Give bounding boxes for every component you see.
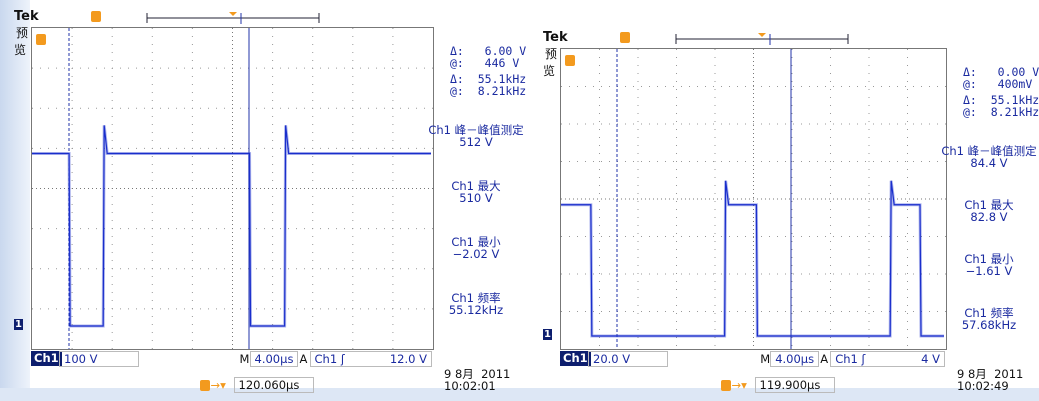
date: 9 8月 2011 bbox=[957, 367, 1024, 381]
volts-per-div[interactable]: 20.0 V bbox=[588, 351, 668, 367]
rising-edge-icon: ʃ bbox=[861, 352, 866, 366]
measurement: Ch1 峰－峰值测定 84.4 V bbox=[941, 144, 1037, 170]
cursor-freq-readout: Δ: 55.1kHz @: 8.21kHz bbox=[450, 72, 527, 98]
main-timebase-label: M bbox=[239, 352, 250, 366]
trigger-position-marker-icon bbox=[565, 55, 575, 66]
measurement: Ch1 峰－峰值测定 512 V bbox=[428, 123, 524, 149]
graticule bbox=[31, 27, 434, 350]
background-gradient bbox=[0, 0, 30, 401]
measurement: Ch1 最大 510 V bbox=[451, 179, 501, 205]
volts-per-div[interactable]: 100 V bbox=[59, 351, 139, 367]
arrow-icon: →▾ bbox=[210, 378, 226, 392]
arrow-icon: →▾ bbox=[731, 378, 747, 392]
measurement: Ch1 最大 82.8 V bbox=[964, 198, 1014, 224]
measurement: Ch1 最小 −1.61 V bbox=[964, 252, 1014, 278]
trigger-a-label: A bbox=[299, 352, 308, 366]
cursor-readout: Δ: 6.00 V @: 446 V bbox=[450, 44, 527, 70]
mode-label: 预览 bbox=[14, 26, 29, 57]
measurement: Ch1 频率 55.12kHz bbox=[448, 291, 504, 317]
horizontal-position[interactable]: 120.060µs bbox=[233, 377, 314, 393]
timebase[interactable]: 4.00µs bbox=[770, 351, 820, 367]
time: 10:02:49 bbox=[957, 379, 1009, 393]
measurement: Ch1 最小 −2.02 V bbox=[451, 235, 501, 261]
record-position-bar[interactable] bbox=[146, 11, 321, 25]
ch1-trace bbox=[32, 125, 431, 327]
background-strip bbox=[0, 388, 1039, 401]
trigger-a-label: A bbox=[820, 352, 829, 366]
brand: Tek bbox=[543, 30, 568, 45]
time: 10:02:01 bbox=[444, 379, 496, 393]
trigger-position-marker-icon bbox=[36, 34, 46, 45]
trigger-offset-icon bbox=[199, 380, 210, 391]
trigger-status-icon bbox=[91, 11, 101, 22]
channel-label[interactable]: Ch1 bbox=[560, 351, 591, 366]
trigger-offset-icon bbox=[720, 380, 731, 391]
measurement: Ch1 频率 57.68kHz bbox=[961, 306, 1017, 332]
cursor-readout: Δ: 0.00 V @: 400mV bbox=[963, 65, 1039, 91]
date: 9 8月 2011 bbox=[444, 367, 511, 381]
ch1-trace-noise bbox=[561, 180, 944, 338]
brand: Tek bbox=[14, 9, 39, 24]
rising-edge-icon: ʃ bbox=[340, 352, 345, 366]
trigger-setting[interactable]: Ch1 ʃ 12.0 V bbox=[309, 351, 432, 367]
mode-label: 预览 bbox=[543, 47, 558, 78]
graticule bbox=[560, 48, 947, 350]
brand-label: Tek 预览 bbox=[14, 9, 39, 58]
trigger-status-icon bbox=[620, 32, 630, 43]
record-position-bar[interactable] bbox=[675, 32, 850, 46]
channel-label[interactable]: Ch1 bbox=[31, 351, 62, 366]
horizontal-position[interactable]: 119.900µs bbox=[754, 377, 835, 393]
ch1-ground-marker-icon: 1 bbox=[14, 319, 23, 330]
main-timebase-label: M bbox=[760, 352, 771, 366]
timebase[interactable]: 4.00µs bbox=[249, 351, 299, 367]
ch1-trace-noise bbox=[32, 125, 431, 328]
ch1-ground-marker-icon: 1 bbox=[543, 329, 552, 340]
ch1-trace bbox=[561, 180, 944, 337]
cursor-freq-readout: Δ: 55.1kHz @: 8.21kHz bbox=[963, 93, 1039, 119]
brand-label: Tek 预览 bbox=[543, 30, 568, 79]
